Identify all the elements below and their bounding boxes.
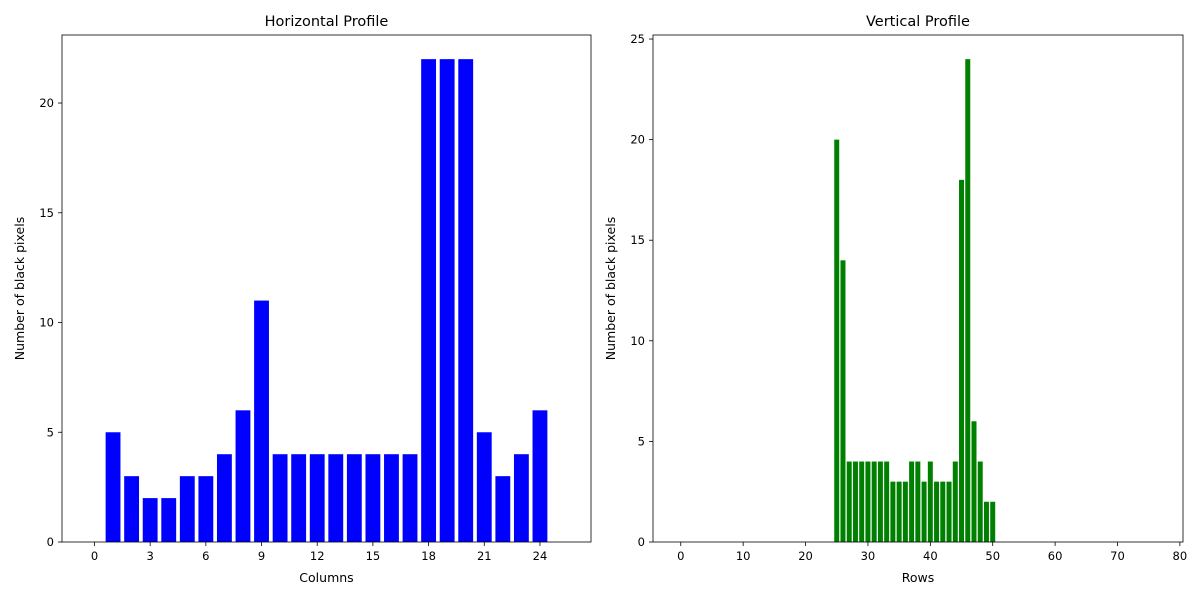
bar bbox=[921, 481, 927, 542]
bar bbox=[852, 461, 858, 542]
bar bbox=[952, 461, 958, 542]
chart-title: Vertical Profile bbox=[866, 14, 970, 30]
bar bbox=[124, 476, 140, 542]
bar bbox=[871, 461, 877, 542]
y-tick-label: 5 bbox=[638, 434, 645, 448]
x-tick-label: 60 bbox=[1048, 549, 1063, 563]
y-tick-label: 10 bbox=[630, 334, 645, 348]
bar bbox=[272, 454, 288, 542]
bar bbox=[365, 454, 381, 542]
x-axis-label: Rows bbox=[902, 570, 935, 585]
bar bbox=[421, 59, 437, 543]
bar bbox=[254, 300, 269, 542]
bar bbox=[291, 454, 307, 542]
bar bbox=[513, 454, 529, 542]
x-tick-label: 80 bbox=[1173, 549, 1188, 563]
bar bbox=[179, 476, 195, 542]
plot-frame bbox=[61, 34, 592, 543]
x-tick-label: 9 bbox=[258, 549, 265, 563]
bar bbox=[865, 461, 871, 542]
vertical-profile-chart: 0 10 20 30 40 50 60 70 80 0 5 10 15 20 25 Vertical Prof… bbox=[603, 14, 1187, 585]
bar bbox=[971, 421, 977, 542]
x-axis-label: Columns bbox=[299, 570, 353, 585]
bars bbox=[105, 59, 548, 543]
horizontal-profile-chart: 0 3 6 9 12 15 18 21 24 0 5 10 15 20 Horizontal Profile… bbox=[12, 14, 592, 585]
x-axis-ticks: 0 3 6 9 12 15 18 21 24 bbox=[91, 542, 547, 563]
y-tick-label: 0 bbox=[47, 535, 54, 549]
bar bbox=[476, 432, 492, 542]
x-tick-label: 0 bbox=[91, 549, 98, 563]
bar bbox=[940, 481, 946, 542]
y-axis-ticks: 0 5 10 15 20 bbox=[39, 96, 62, 549]
y-tick-label: 20 bbox=[39, 96, 54, 110]
bar bbox=[458, 59, 474, 543]
bar bbox=[834, 139, 840, 542]
bar bbox=[977, 461, 983, 542]
y-tick-label: 10 bbox=[39, 316, 54, 330]
bar bbox=[877, 461, 883, 542]
bar bbox=[990, 501, 996, 542]
bar bbox=[934, 481, 940, 542]
y-axis-ticks: 0 5 10 15 20 25 bbox=[630, 32, 653, 549]
y-tick-label: 15 bbox=[630, 233, 645, 247]
bar bbox=[884, 461, 890, 542]
bar bbox=[384, 454, 399, 542]
bar bbox=[927, 461, 933, 542]
bar bbox=[532, 410, 548, 542]
bar bbox=[902, 481, 908, 542]
bar bbox=[495, 476, 511, 542]
x-tick-label: 3 bbox=[147, 549, 154, 563]
x-tick-label: 20 bbox=[798, 549, 813, 563]
bar bbox=[896, 481, 902, 542]
y-tick-label: 20 bbox=[630, 133, 645, 147]
bar bbox=[915, 461, 921, 542]
bar bbox=[890, 481, 896, 542]
bar bbox=[946, 481, 952, 542]
x-tick-label: 18 bbox=[421, 549, 436, 563]
bar bbox=[909, 461, 915, 542]
bar bbox=[328, 454, 344, 542]
x-tick-label: 30 bbox=[861, 549, 876, 563]
y-tick-label: 5 bbox=[47, 425, 54, 439]
bar bbox=[439, 59, 455, 543]
bar bbox=[235, 410, 251, 542]
x-tick-label: 40 bbox=[923, 549, 938, 563]
x-tick-label: 24 bbox=[533, 549, 548, 563]
x-tick-label: 10 bbox=[736, 549, 751, 563]
x-tick-label: 21 bbox=[477, 549, 492, 563]
bar bbox=[142, 498, 158, 542]
y-tick-label: 0 bbox=[638, 535, 645, 549]
x-tick-label: 12 bbox=[310, 549, 325, 563]
bar bbox=[983, 501, 989, 542]
y-axis-label: Number of black pixels bbox=[603, 217, 618, 360]
y-axis-label: Number of black pixels bbox=[12, 217, 27, 360]
x-tick-label: 50 bbox=[985, 549, 1000, 563]
bars bbox=[834, 59, 996, 543]
plot-frame bbox=[652, 34, 1184, 543]
bar bbox=[161, 498, 177, 542]
bar bbox=[198, 476, 214, 542]
bar bbox=[105, 432, 121, 542]
bar bbox=[859, 461, 865, 542]
bar bbox=[959, 179, 965, 542]
bar bbox=[309, 454, 325, 542]
x-tick-label: 6 bbox=[202, 549, 209, 563]
x-tick-label: 15 bbox=[366, 549, 381, 563]
bar bbox=[216, 454, 232, 542]
bar bbox=[402, 454, 418, 542]
chart-title: Horizontal Profile bbox=[265, 14, 389, 30]
y-tick-label: 15 bbox=[39, 206, 54, 220]
bar bbox=[846, 461, 852, 542]
y-tick-label: 25 bbox=[630, 32, 645, 46]
x-axis-ticks: 0 10 20 30 40 50 60 70 80 bbox=[677, 542, 1187, 563]
x-tick-label: 70 bbox=[1110, 549, 1125, 563]
x-tick-label: 0 bbox=[677, 549, 684, 563]
bar bbox=[840, 260, 846, 542]
bar bbox=[346, 454, 362, 542]
bar bbox=[965, 59, 971, 543]
